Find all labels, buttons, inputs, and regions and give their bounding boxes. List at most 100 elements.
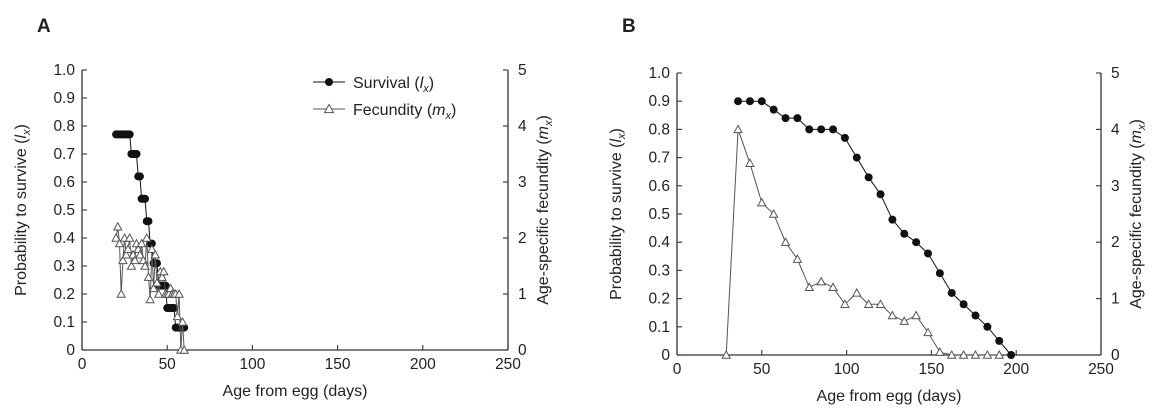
survival-point <box>840 133 849 142</box>
legend-fecundity-marker <box>323 103 335 114</box>
x-tick-label: 200 <box>410 356 436 373</box>
y-right-tick-label: 3 <box>1111 178 1120 195</box>
fecundity-point <box>745 158 755 167</box>
survival-point <box>805 125 814 134</box>
fecundity-point <box>946 349 957 359</box>
fecundity-point <box>174 288 184 298</box>
y-axis-left-title: Probability to survive (lx) <box>608 128 628 300</box>
fecundity-point <box>152 277 162 287</box>
y-left-tick-label: 1.0 <box>648 65 670 82</box>
panel-a-survival-fecundity-chart: A0 50 100 150 200 25000.10.20.30.40.50.60.70.… <box>13 16 555 400</box>
fecundity-point <box>923 327 933 337</box>
x-tick-label: 150 <box>325 356 351 373</box>
survival-point <box>1007 351 1016 359</box>
y-left-tick-label: 0.1 <box>648 319 670 336</box>
survival-point <box>995 336 1004 345</box>
y-axis-left-title: Probability to survive (lx) <box>13 124 33 296</box>
survival-series-line <box>738 100 1012 356</box>
y-left-tick-label: 0.9 <box>648 93 670 110</box>
fecundity-point <box>768 208 779 218</box>
survival-point <box>152 259 161 268</box>
y-left-tick-label: 0.8 <box>648 121 670 138</box>
x-tick-label: 250 <box>495 356 521 373</box>
survival-point <box>912 238 921 247</box>
fecundity-point <box>733 124 743 134</box>
fecundity-point <box>721 349 732 359</box>
survival-point <box>125 130 134 139</box>
fecundity-point <box>114 238 125 248</box>
fecundity-point <box>982 349 993 359</box>
fecundity-point <box>150 249 161 259</box>
fecundity-point <box>172 311 183 321</box>
fecundity-point <box>780 237 791 246</box>
y-left-tick-label: 0.5 <box>53 202 75 219</box>
y-left-tick-label: 0.7 <box>53 146 75 163</box>
y-right-tick-label: 0 <box>518 342 527 359</box>
fecundity-point <box>935 347 945 356</box>
fecundity-point <box>148 283 159 293</box>
survival-point <box>734 97 743 106</box>
panel-label: B <box>622 16 636 37</box>
legend-fecundity-label: Fecundity (mx) <box>353 102 456 122</box>
fecundity-point <box>136 238 147 248</box>
fecundity-point <box>958 349 969 359</box>
fecundity-point <box>756 197 767 207</box>
legend-survival-marker <box>325 78 333 86</box>
fecundity-point <box>179 344 190 354</box>
survival-point <box>793 114 802 123</box>
fecundity-point <box>126 260 137 270</box>
fecundity-point <box>816 276 827 286</box>
x-axis-title: Age from egg (days) <box>817 388 962 405</box>
fecundity-point <box>911 310 921 320</box>
legend-survival-label: Survival (lx) <box>353 75 434 95</box>
x-tick-label: 100 <box>834 361 860 378</box>
survival-point <box>769 105 778 114</box>
survival-point <box>161 281 170 290</box>
survival-point <box>971 311 980 320</box>
fecundity-point <box>899 316 910 325</box>
y-left-tick-label: 0.3 <box>648 262 670 279</box>
y-right-tick-label: 2 <box>1111 234 1120 251</box>
survival-point <box>983 322 992 331</box>
y-left-tick-label: 0.9 <box>53 90 75 107</box>
survival-point <box>876 190 885 199</box>
fecundity-point <box>121 249 132 259</box>
x-tick-label: 50 <box>753 361 771 378</box>
fecundity-point <box>863 299 874 308</box>
y-left-tick-label: 0.6 <box>648 178 670 195</box>
fecundity-point <box>143 272 154 281</box>
x-tick-label: 0 <box>673 361 682 378</box>
y-left-tick-label: 0.6 <box>53 174 75 191</box>
fecundity-point <box>792 254 803 263</box>
fecundity-point <box>970 349 981 359</box>
y-left-tick-label: 0.8 <box>53 118 75 135</box>
x-tick-label: 0 <box>78 356 87 373</box>
fecundity-point <box>840 299 850 308</box>
y-left-tick-label: 1.0 <box>53 62 75 79</box>
x-tick-label: 100 <box>239 356 265 373</box>
y-right-tick-label: 5 <box>1111 65 1120 82</box>
y-axis-right-title: Age-specific fecundity (mx) <box>535 115 555 305</box>
x-axis-title: Age from egg (days) <box>223 383 368 400</box>
fecundity-point <box>124 232 135 242</box>
fecundity-point <box>887 310 898 320</box>
y-left-tick-label: 0.1 <box>53 314 75 331</box>
fecundity-point <box>177 316 188 326</box>
fecundity-point <box>129 255 140 265</box>
survival-point <box>170 304 179 312</box>
y-right-tick-label: 4 <box>518 118 527 135</box>
survival-point <box>817 125 826 134</box>
y-right-tick-label: 2 <box>518 230 527 247</box>
y-axis-right-title: Age-specific fecundity (mx) <box>1128 119 1148 309</box>
y-left-tick-label: 0.7 <box>648 150 670 167</box>
y-right-tick-label: 0 <box>1111 347 1120 364</box>
y-right-tick-label: 1 <box>1111 291 1120 308</box>
survival-point <box>852 153 861 162</box>
y-left-tick-label: 0.4 <box>53 230 75 247</box>
survival-point <box>959 300 968 309</box>
survival-point <box>864 173 873 182</box>
y-left-tick-label: 0.4 <box>648 234 670 251</box>
y-left-tick-label: 0.2 <box>53 286 75 303</box>
fecundity-point <box>851 287 862 297</box>
